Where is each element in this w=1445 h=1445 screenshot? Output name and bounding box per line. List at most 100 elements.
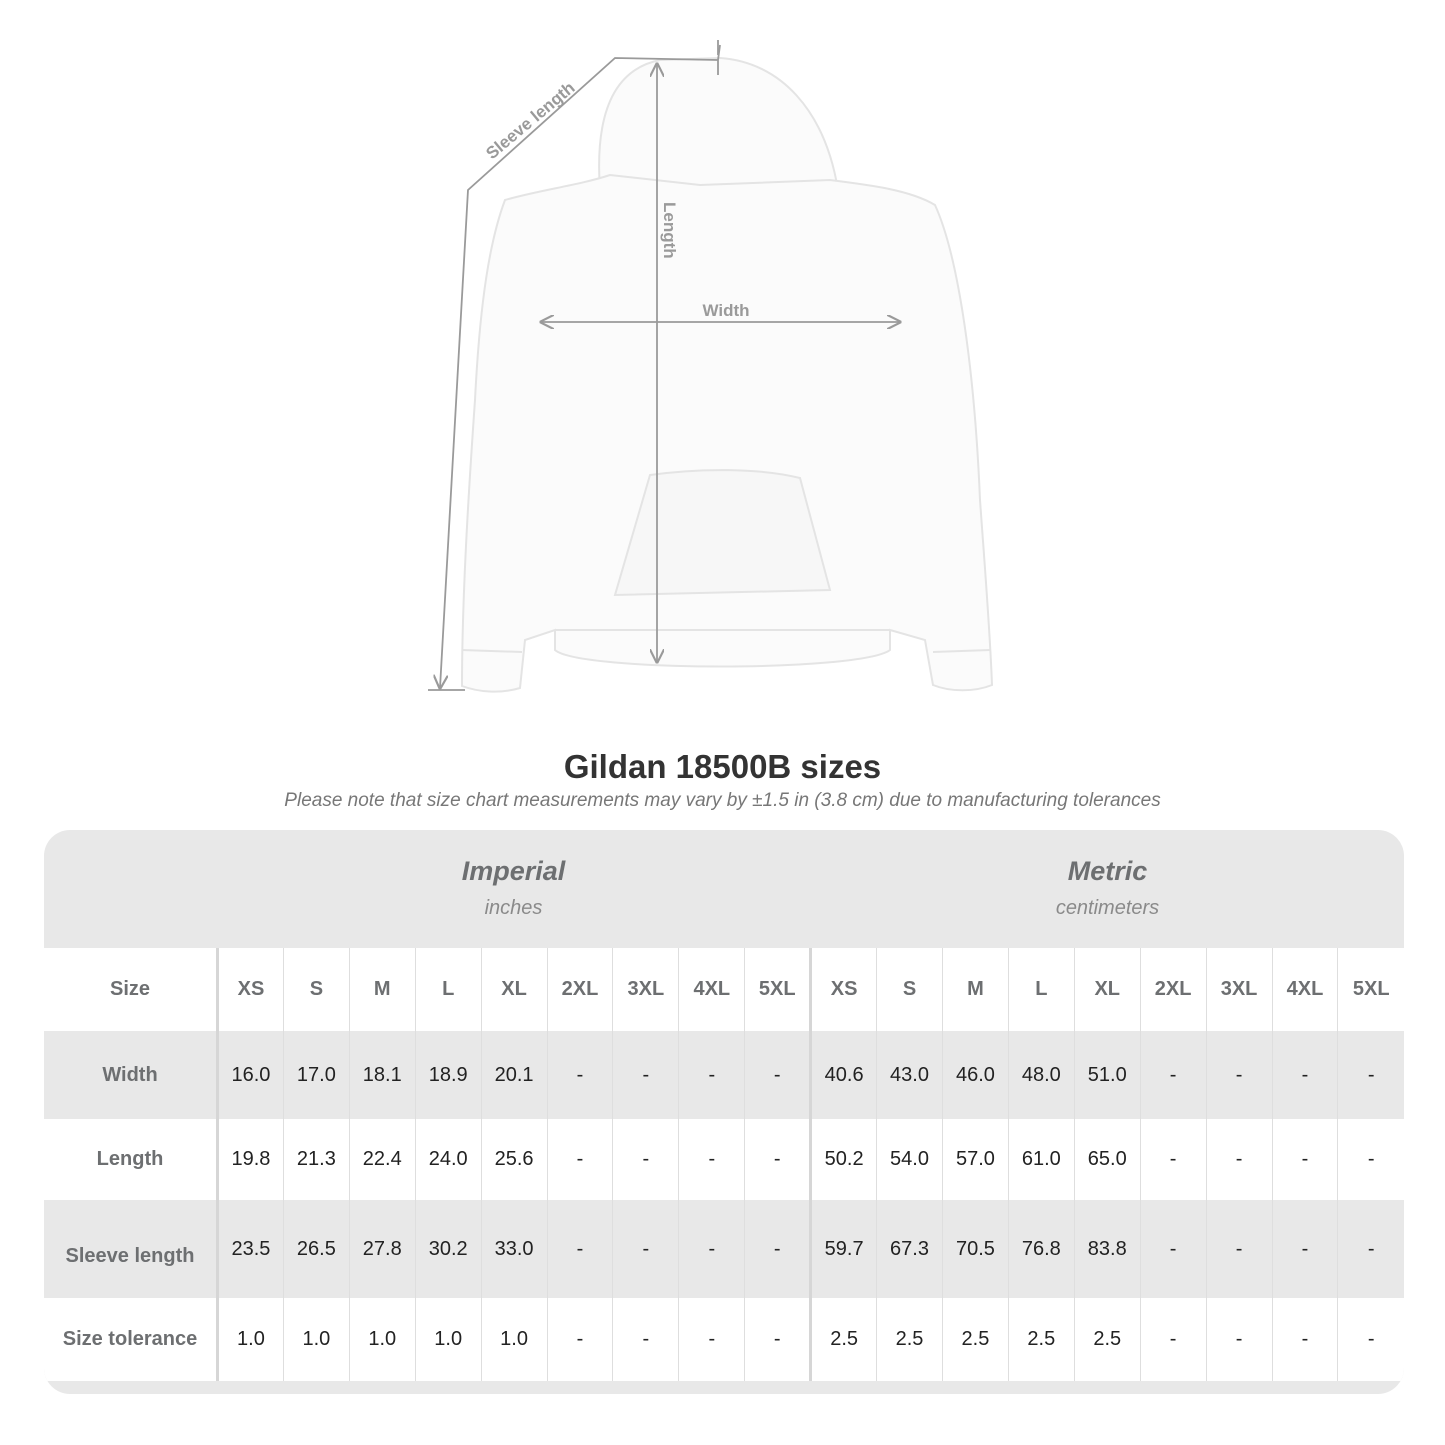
imperial-value-cell: - [546, 1119, 613, 1200]
metric-value-cell: - [1139, 1200, 1207, 1298]
imperial-value-cell: - [612, 1200, 679, 1298]
row-label: Width [44, 1031, 219, 1119]
metric-size-header: 2XL [1139, 948, 1207, 1031]
imperial-header: Imperial inches [216, 830, 811, 948]
row-label: Size tolerance [44, 1298, 219, 1381]
metric-value-cell: - [1205, 1200, 1272, 1298]
imperial-value-cell: - [612, 1031, 679, 1119]
metric-size-header: 4XL [1271, 948, 1338, 1031]
length-label: Length [660, 202, 679, 259]
sleeve-length-label: Sleeve length [482, 78, 578, 163]
imperial-value-cell: - [612, 1298, 679, 1381]
sleeve-length-measure [428, 40, 721, 690]
imperial-size-header: XL [480, 948, 548, 1031]
size-header-row: Size XS S M L XL 2XL 3XL 4XL 5XL XS S M L XL 2XL 3XL 4XL 5… [44, 948, 1404, 1031]
metric-value-cell: 2.5 [941, 1298, 1009, 1381]
hoodie-measurement-diagram: Sleeve length Length Width [0, 40, 994, 720]
metric-value-cell: 2.5 [876, 1298, 943, 1381]
metric-value-cell: - [1139, 1119, 1207, 1200]
metric-value-cell: - [1139, 1298, 1207, 1381]
metric-value-cell: 70.5 [941, 1200, 1009, 1298]
imperial-label: Imperial [461, 856, 566, 886]
imperial-value-cell: - [678, 1298, 745, 1381]
table-row: Length 19.8 21.3 22.4 24.0 25.6- - - -50.2 54.0 57… [44, 1119, 1404, 1200]
metric-value-cell: 50.2 [809, 1119, 877, 1200]
size-table: Size XS S M L XL 2XL 3XL 4XL 5XL XS S M L XL 2XL 3XL 4XL 5… [44, 948, 1404, 1381]
imperial-size-header: 3XL [612, 948, 679, 1031]
imperial-value-cell: 19.8 [217, 1119, 284, 1200]
metric-size-header: XS [809, 948, 877, 1031]
imperial-value-cell: 18.1 [348, 1031, 416, 1119]
imperial-value-cell: 24.0 [414, 1119, 482, 1200]
metric-size-header: M [941, 948, 1009, 1031]
metric-value-cell: - [1205, 1031, 1272, 1119]
imperial-value-cell: 1.0 [217, 1298, 284, 1381]
imperial-value-cell: 22.4 [348, 1119, 416, 1200]
metric-value-cell: 67.3 [876, 1200, 943, 1298]
metric-value-cell: - [1337, 1200, 1404, 1298]
metric-label: Metric [1067, 856, 1148, 886]
imperial-value-cell: 16.0 [217, 1031, 284, 1119]
hoodie-illustration [460, 56, 994, 693]
metric-size-header: XL [1073, 948, 1141, 1031]
metric-value-cell: - [1139, 1031, 1207, 1119]
imperial-value-cell: 1.0 [480, 1298, 548, 1381]
metric-value-cell: - [1271, 1119, 1338, 1200]
metric-value-cell: 65.0 [1073, 1119, 1141, 1200]
metric-size-header: L [1007, 948, 1075, 1031]
metric-value-cell: 46.0 [941, 1031, 1009, 1119]
imperial-size-header: 2XL [546, 948, 613, 1031]
imperial-value-cell: 23.5 [217, 1200, 284, 1298]
imperial-value-cell: 21.3 [282, 1119, 350, 1200]
metric-value-cell: 48.0 [1007, 1031, 1075, 1119]
row-label: Length [44, 1119, 219, 1200]
page-title: Gildan 18500B sizes [563, 748, 882, 785]
metric-value-cell: 59.7 [809, 1200, 877, 1298]
imperial-value-cell: 18.9 [414, 1031, 482, 1119]
imperial-size-header: L [414, 948, 482, 1031]
imperial-value-cell: 17.0 [282, 1031, 350, 1119]
imperial-value-cell: 33.0 [480, 1200, 548, 1298]
imperial-unit: inches [484, 897, 543, 919]
imperial-size-header: 5XL [744, 948, 811, 1031]
imperial-value-cell: - [546, 1298, 613, 1381]
metric-value-cell: - [1205, 1119, 1272, 1200]
metric-value-cell: 2.5 [1007, 1298, 1075, 1381]
metric-value-cell: 76.8 [1007, 1200, 1075, 1298]
size-chart: Imperial inches Metric centimeters Size X… [44, 830, 1404, 1394]
imperial-value-cell: - [744, 1200, 811, 1298]
table-row: Sleeve length 23.5 26.5 27.8 30.2 33.0- - - -59.… [44, 1200, 1404, 1298]
metric-value-cell: - [1271, 1298, 1338, 1381]
metric-value-cell: - [1337, 1298, 1404, 1381]
width-label: Width [702, 301, 749, 320]
metric-value-cell: 2.5 [809, 1298, 877, 1381]
imperial-value-cell: - [546, 1200, 613, 1298]
metric-header: Metric centimeters [811, 830, 1404, 948]
metric-value-cell: - [1205, 1298, 1272, 1381]
tolerance-note: Please note that size chart measurements… [284, 790, 1161, 811]
imperial-value-cell: - [678, 1119, 745, 1200]
metric-value-cell: 2.5 [1073, 1298, 1141, 1381]
imperial-value-cell: 27.8 [348, 1200, 416, 1298]
metric-size-header: 3XL [1205, 948, 1272, 1031]
metric-value-cell: - [1271, 1200, 1338, 1298]
metric-value-cell: - [1337, 1031, 1404, 1119]
imperial-value-cell: 20.1 [480, 1031, 548, 1119]
imperial-size-header: 4XL [678, 948, 745, 1031]
metric-value-cell: 61.0 [1007, 1119, 1075, 1200]
metric-size-header: 5XL [1337, 948, 1404, 1031]
imperial-size-header: XS [217, 948, 284, 1031]
metric-value-cell: 40.6 [809, 1031, 877, 1119]
imperial-value-cell: 26.5 [282, 1200, 350, 1298]
metric-value-cell: 57.0 [941, 1119, 1009, 1200]
metric-value-cell: 43.0 [876, 1031, 943, 1119]
table-row: Size tolerance 1.0 1.0 1.0 1.0 1.0- - - -2.5 2.5 2… [44, 1298, 1404, 1381]
metric-value-cell: 54.0 [876, 1119, 943, 1200]
metric-value-cell: - [1271, 1031, 1338, 1119]
row-label: Sleeve length [44, 1200, 219, 1298]
metric-value-cell: 83.8 [1073, 1200, 1141, 1298]
imperial-size-header: S [282, 948, 350, 1031]
imperial-value-cell: - [678, 1200, 745, 1298]
imperial-value-cell: 25.6 [480, 1119, 548, 1200]
imperial-value-cell: - [744, 1031, 811, 1119]
